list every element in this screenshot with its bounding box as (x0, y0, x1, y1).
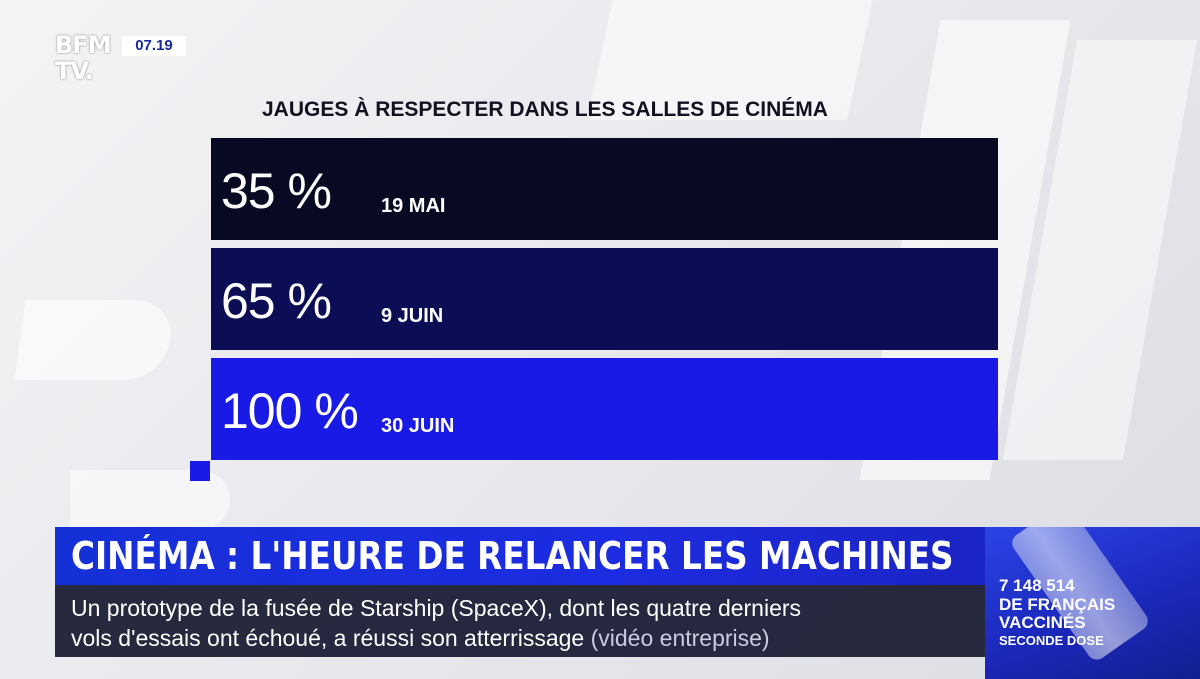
capacity-value: 35 % (221, 163, 332, 219)
capacity-date: 19 MAI (381, 195, 446, 217)
vaccinated-count: 7 148 514 (999, 576, 1075, 595)
chart-title: JAUGES À RESPECTER DANS LES SALLES DE CI… (262, 98, 828, 121)
ticker-line-1: Un prototype de la fusée de Starship (Sp… (71, 595, 802, 621)
capacity-date: 9 JUIN (381, 305, 444, 327)
headline-banner: CINÉMA : L'HEURE DE RELANCER LES MACHINE… (55, 527, 985, 585)
capacity-value: 100 % (221, 383, 359, 439)
ticker-line-2: vols d'essais ont échoué, a réussi son a… (71, 623, 985, 653)
capacity-bar-3: 100 % 30 JUIN (211, 358, 998, 460)
ticker-line-2-text: vols d'essais ont échoué, a réussi son a… (71, 625, 585, 651)
headline-text: CINÉMA : L'HEURE DE RELANCER LES MACHINE… (71, 534, 954, 578)
channel-logo: BFM TV. (55, 31, 112, 85)
background-shape (14, 300, 176, 380)
decorative-square (190, 461, 210, 481)
vaccination-panel: 7 148 514 DE FRANÇAIS VACCINÉS SECONDE D… (985, 527, 1200, 679)
clock-time: 07.19 (122, 36, 186, 56)
capacity-bar-1: 35 % 19 MAI (211, 138, 998, 240)
news-ticker: Un prototype de la fusée de Starship (Sp… (55, 585, 985, 657)
vaccinated-label: DE FRANÇAIS VACCINÉS (999, 595, 1116, 632)
capacity-value: 65 % (221, 273, 332, 329)
capacity-date: 30 JUIN (381, 415, 455, 437)
capacity-bar-2: 65 % 9 JUIN (211, 248, 998, 350)
vaccinated-sublabel: SECONDE DOSE (999, 633, 1104, 648)
ticker-note: (vidéo entreprise) (590, 625, 770, 651)
